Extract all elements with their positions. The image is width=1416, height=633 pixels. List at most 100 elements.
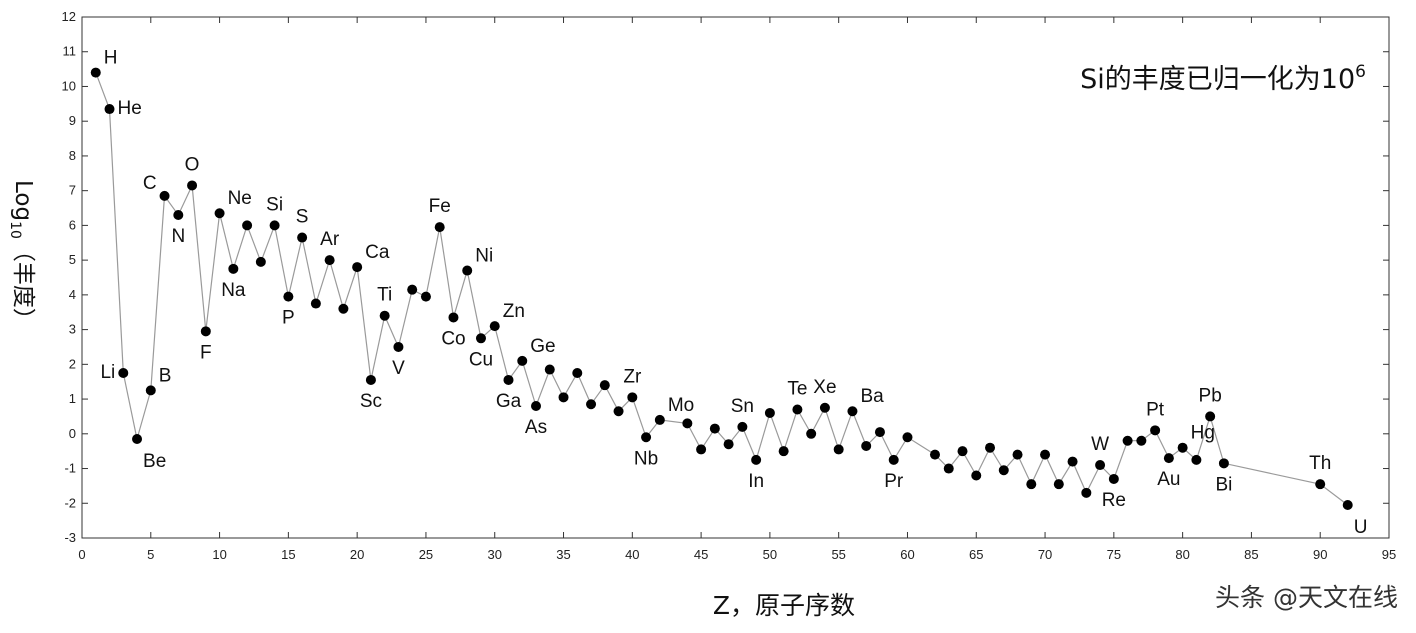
data-point-z26 (434, 222, 445, 233)
element-label-te: Te (787, 378, 807, 399)
data-point-z4 (132, 434, 143, 445)
data-point-z6 (159, 190, 170, 201)
data-point-z22 (379, 310, 390, 321)
data-point-z52 (792, 404, 803, 415)
y-tick-label: -1 (64, 461, 76, 476)
data-point-z60 (902, 432, 913, 443)
x-tick-label: 50 (763, 547, 777, 562)
element-label-n: N (171, 226, 185, 247)
y-tick-label: 10 (62, 78, 76, 93)
data-point-z83 (1218, 458, 1229, 469)
data-point-z53 (806, 428, 817, 439)
data-point-z58 (874, 427, 885, 438)
data-point-z71 (1053, 479, 1064, 490)
data-point-z25 (420, 291, 431, 302)
data-point-z39 (613, 406, 624, 417)
y-tick-label: 5 (69, 252, 76, 267)
data-point-z35 (558, 392, 569, 403)
annotation-text: Si的丰度已归一化为10 (1080, 64, 1355, 95)
element-label-hg: Hg (1191, 423, 1215, 444)
data-point-z78 (1150, 425, 1161, 436)
x-tick-label: 5 (147, 547, 154, 562)
data-point-z5 (145, 385, 156, 396)
data-point-z21 (365, 374, 376, 385)
data-point-z82 (1205, 411, 1216, 422)
element-label-c: C (143, 173, 157, 194)
data-point-z42 (654, 414, 665, 425)
element-label-pr: Pr (884, 471, 904, 492)
y-axis-label-main: Log (10, 180, 36, 221)
data-point-z68 (1012, 449, 1023, 460)
y-axis-label-subscript: 10 (7, 221, 23, 239)
element-label-mo: Mo (668, 395, 694, 416)
data-point-z3 (118, 368, 129, 379)
data-point-z48 (737, 421, 748, 432)
data-point-z59 (888, 454, 899, 465)
element-label-zr: Zr (623, 366, 642, 387)
data-point-z15 (283, 291, 294, 302)
data-point-z57 (861, 440, 872, 451)
data-point-z41 (641, 432, 652, 443)
x-tick-label: 70 (1038, 547, 1052, 562)
data-point-z13 (255, 256, 266, 267)
y-tick-label: 4 (69, 287, 76, 302)
y-tick-label: 0 (69, 426, 76, 441)
data-point-z11 (228, 263, 239, 274)
data-point-z32 (517, 355, 528, 366)
element-label-s: S (296, 207, 309, 228)
element-label-ge: Ge (530, 336, 555, 357)
data-point-z54 (819, 402, 830, 413)
element-label-zn: Zn (503, 301, 525, 322)
data-point-z56 (847, 406, 858, 417)
element-label-ba: Ba (860, 386, 884, 407)
x-tick-label: 60 (900, 547, 914, 562)
data-point-z47 (723, 439, 734, 450)
x-tick-label: 20 (350, 547, 364, 562)
element-label-sc: Sc (360, 391, 382, 412)
y-tick-label: 2 (69, 356, 76, 371)
y-tick-label: -2 (64, 495, 76, 510)
data-point-z73 (1081, 487, 1092, 498)
y-axis-label: Log10（丰度） (7, 180, 36, 331)
data-point-z55 (833, 444, 844, 455)
x-tick-label: 25 (419, 547, 433, 562)
element-label-f: F (200, 342, 212, 363)
element-labels: HHeLiBeBCNOFNeNaSiPSArCaScTiVFeCoNiCuZnG… (100, 48, 1367, 538)
data-point-z9 (200, 326, 211, 337)
plot-frame (81, 16, 1390, 539)
x-axis-ticks: 0 5 10 15 20 25 30 35 40 45 50 55 60 65 70 75 80 85 90 95 (78, 17, 1396, 562)
data-point-z38 (599, 380, 610, 391)
x-tick-label: 40 (625, 547, 639, 562)
data-point-z45 (696, 444, 707, 455)
y-axis-label-rest: （丰度） (10, 239, 36, 331)
y-tick-label: 8 (69, 148, 76, 163)
data-point-z64 (957, 446, 968, 457)
data-point-z33 (531, 401, 542, 412)
data-point-z24 (407, 284, 418, 295)
element-label-pt: Pt (1146, 399, 1165, 420)
y-tick-label: 12 (62, 9, 76, 24)
element-label-bi: Bi (1215, 474, 1232, 495)
element-label-he: He (118, 98, 142, 119)
y-tick-label: -3 (64, 530, 76, 545)
element-label-ca: Ca (365, 242, 390, 263)
data-point-z20 (352, 262, 363, 273)
data-point-z44 (682, 418, 693, 429)
data-point-z65 (971, 470, 982, 481)
y-tick-label: 1 (69, 391, 76, 406)
data-point-z17 (310, 298, 321, 309)
data-point-z23 (393, 341, 404, 352)
y-tick-label: 9 (69, 113, 76, 128)
data-point-z16 (297, 232, 308, 243)
normalization-annotation: Si的丰度已归一化为106 (1080, 62, 1366, 95)
data-point-z72 (1067, 456, 1078, 467)
element-label-o: O (185, 154, 200, 175)
data-point-z80 (1177, 442, 1188, 453)
element-label-w: W (1091, 434, 1109, 455)
data-point-z7 (173, 209, 184, 220)
element-label-nb: Nb (634, 448, 658, 469)
data-point-z19 (338, 303, 349, 314)
y-tick-label: 7 (69, 183, 76, 198)
